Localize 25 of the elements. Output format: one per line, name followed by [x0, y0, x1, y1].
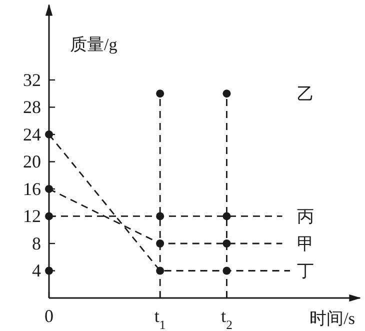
point	[222, 266, 231, 275]
point	[156, 266, 164, 275]
point	[222, 212, 231, 220]
y-axis-title: 质量/g	[70, 35, 118, 54]
y-tick-label: 12	[23, 206, 41, 226]
y-tick-label: 20	[23, 152, 41, 172]
point	[156, 90, 164, 98]
point	[156, 212, 164, 220]
x-tick-label: t$_{1}$	[154, 306, 166, 331]
series-label: 甲	[297, 234, 314, 254]
y-tick-label: 16	[23, 178, 41, 199]
series-label: 丁	[297, 262, 314, 281]
x-tick-label: t$_{2}$	[221, 306, 232, 331]
y-tick-label: 8	[32, 233, 41, 254]
x-tick-label: 0	[44, 306, 54, 326]
point	[222, 90, 231, 98]
x-axis-title: 时间/s	[310, 309, 355, 328]
y-tick-label: 28	[23, 97, 41, 118]
y-tick-label: 32	[23, 70, 41, 90]
text: 乙	[297, 84, 314, 104]
point	[222, 239, 231, 248]
series-label: 丙	[297, 207, 314, 226]
y-tick-label: 24	[23, 124, 41, 144]
point	[156, 239, 164, 248]
y-tick-label: 4	[32, 260, 41, 281]
